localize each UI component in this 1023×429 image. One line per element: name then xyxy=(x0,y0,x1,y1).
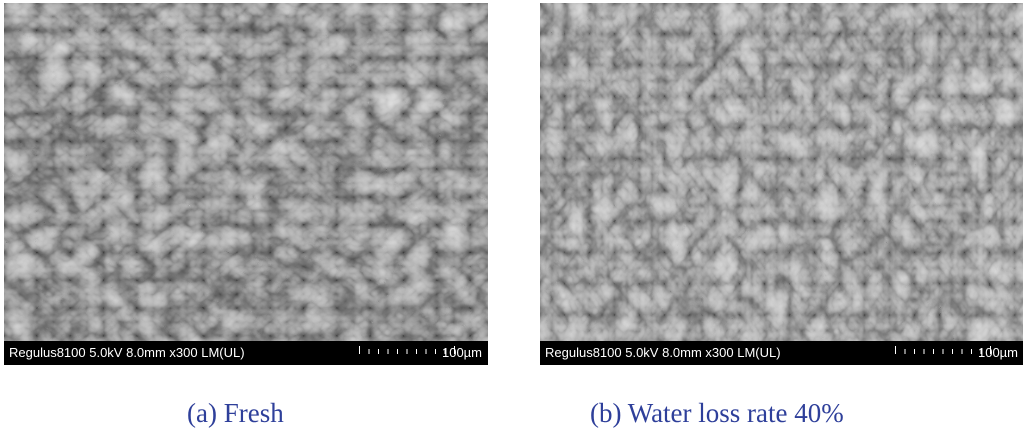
scale-label: 100µm xyxy=(977,345,1018,360)
scale-bar xyxy=(895,346,991,354)
sem-info-bar: Regulus8100 5.0kV 8.0mm x300 LM(UL) 100µ… xyxy=(540,341,1023,365)
scale-bar xyxy=(359,346,455,354)
sem-micrograph-fresh xyxy=(4,3,488,341)
sem-panel-fresh: Regulus8100 5.0kV 8.0mm x300 LM(UL) 100µ… xyxy=(4,3,488,365)
caption-fresh: (a) Fresh xyxy=(187,398,284,428)
sem-instrument-info: Regulus8100 5.0kV 8.0mm x300 LM(UL) xyxy=(545,345,781,360)
sem-instrument-info: Regulus8100 5.0kV 8.0mm x300 LM(UL) xyxy=(9,345,245,360)
sem-panel-water-loss: Regulus8100 5.0kV 8.0mm x300 LM(UL) 100µ… xyxy=(540,3,1023,365)
scale-label: 100µm xyxy=(441,345,482,360)
caption-water-loss: (b) Water loss rate 40% xyxy=(590,398,844,428)
sem-micrograph-water-loss xyxy=(540,3,1023,341)
sem-info-bar: Regulus8100 5.0kV 8.0mm x300 LM(UL) 100µ… xyxy=(4,341,488,365)
